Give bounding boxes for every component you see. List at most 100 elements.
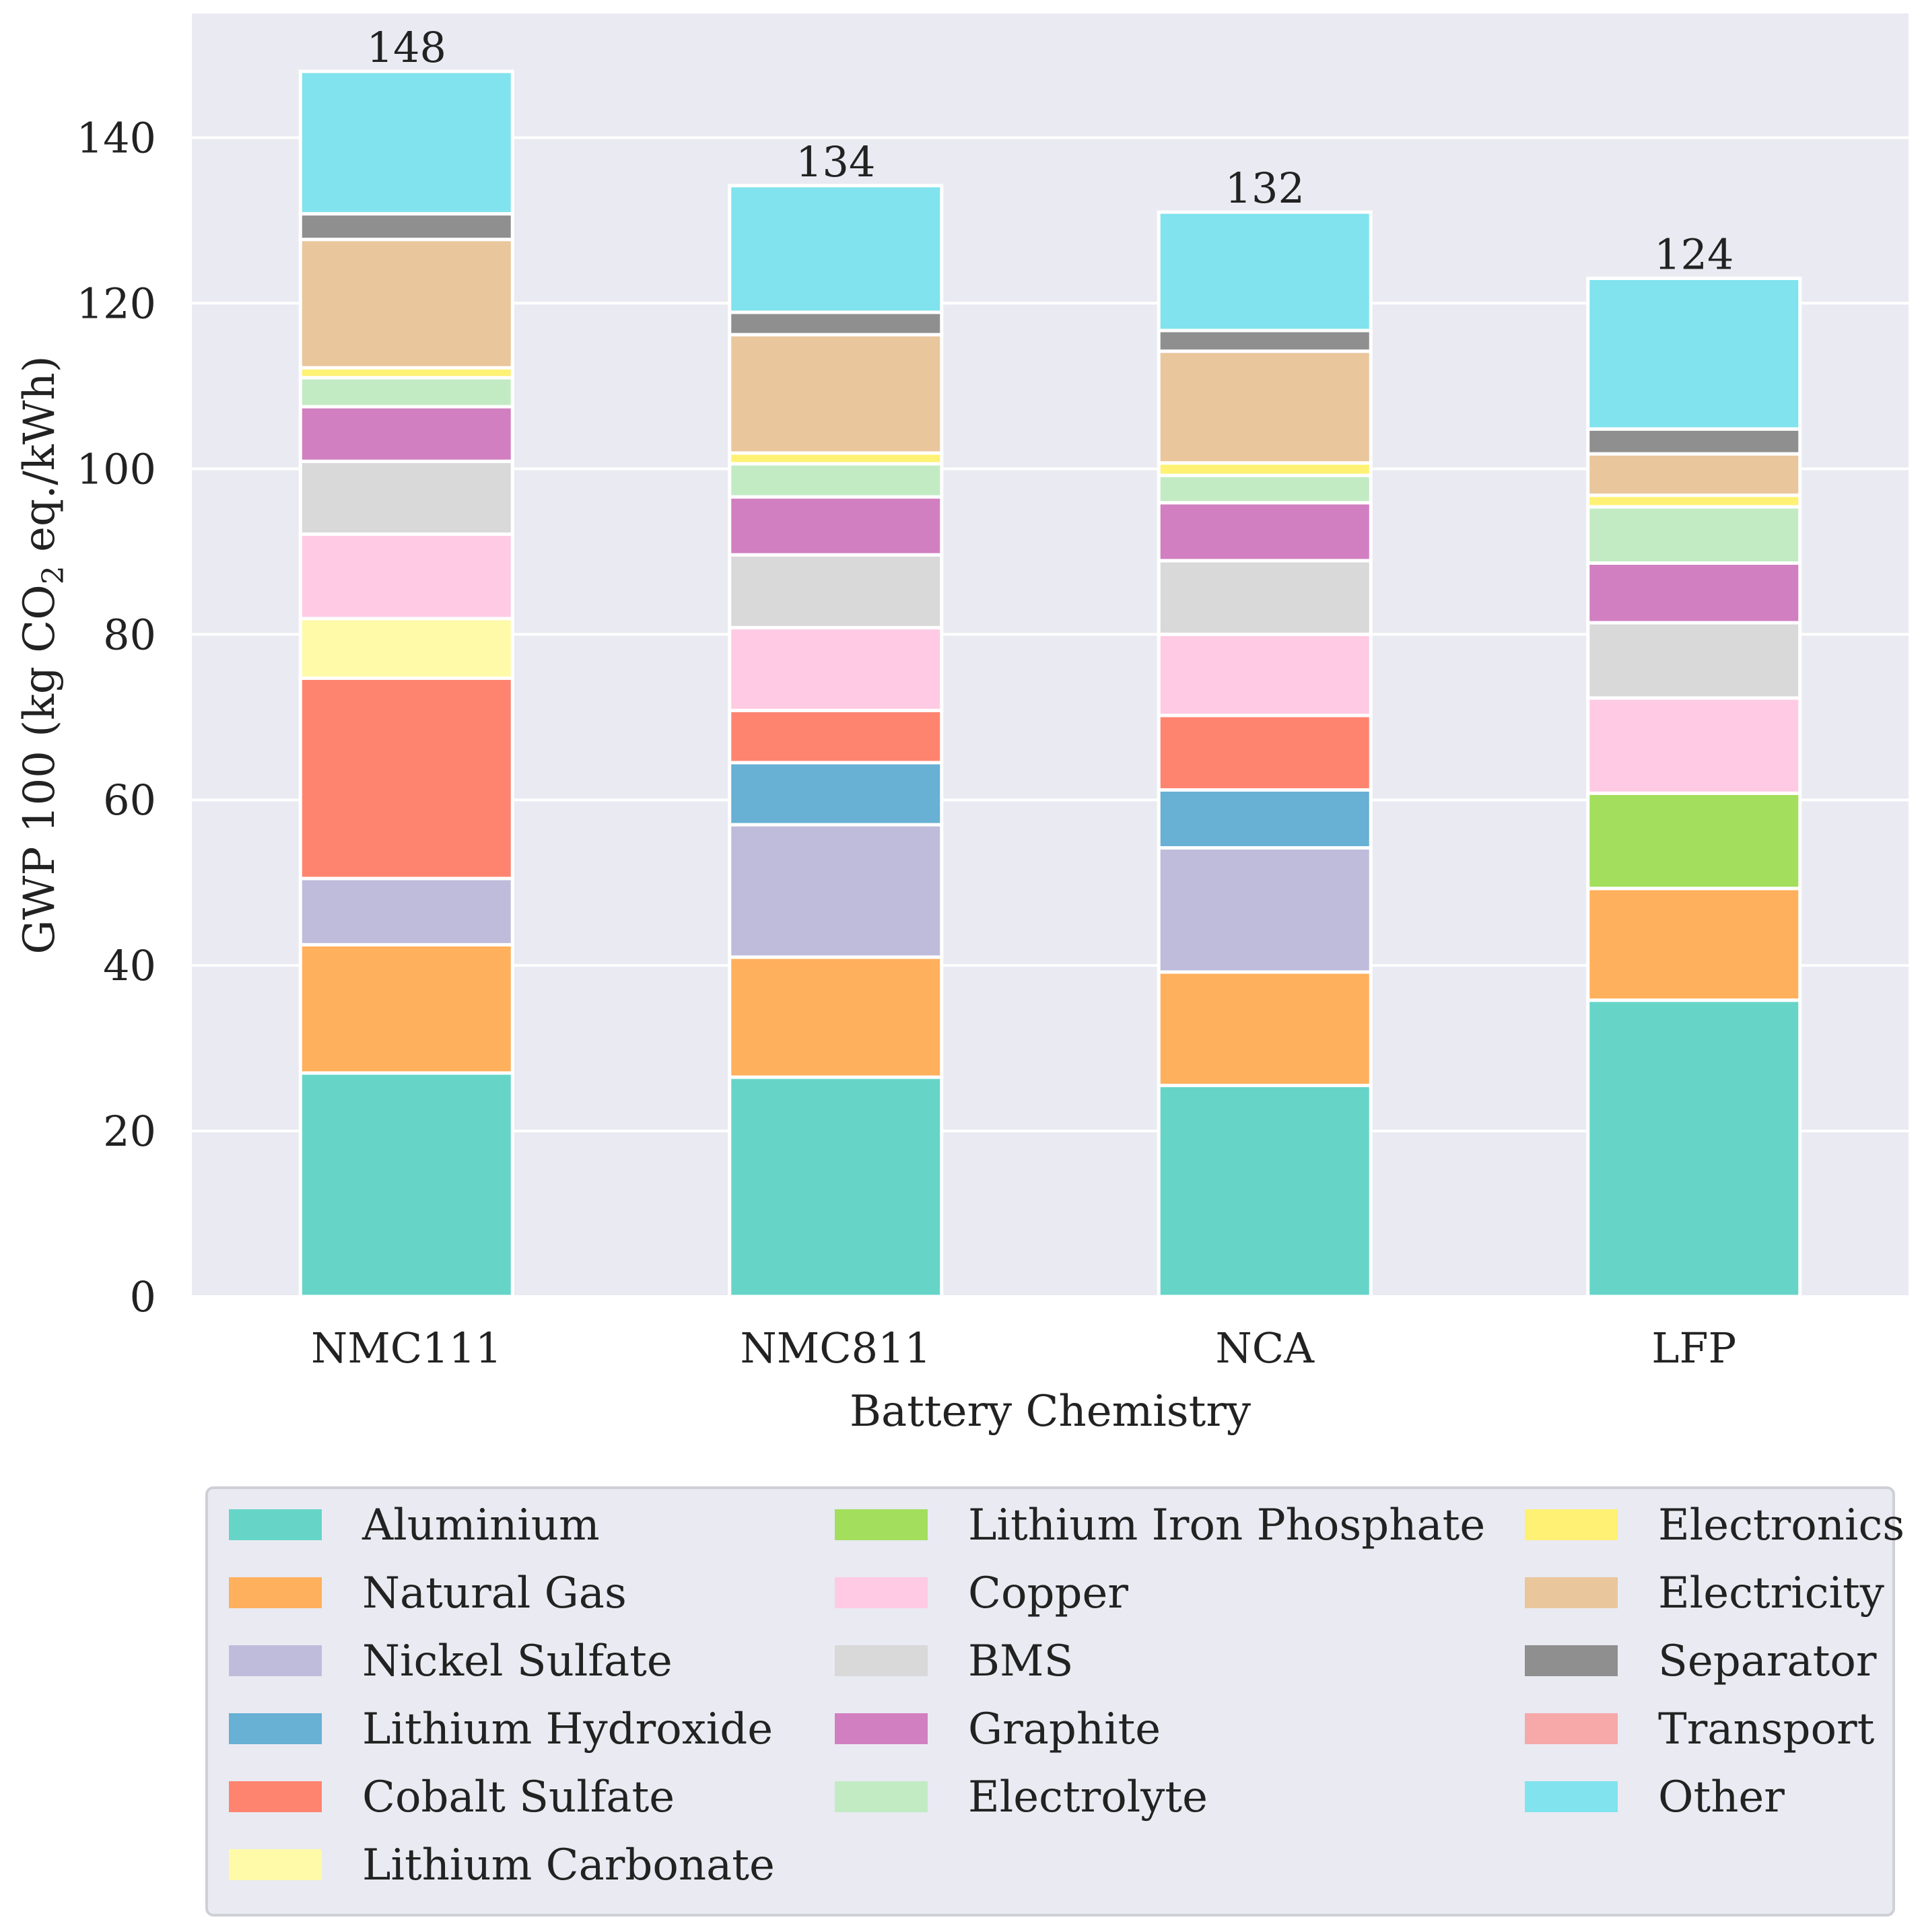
bar-total-label: 132 <box>1225 164 1305 213</box>
bar-total-labels: 148 134 132 124 <box>367 23 1734 279</box>
bar-segment-electrolyte <box>728 462 944 499</box>
bar-segment-lithium-hydroxide <box>1157 788 1373 850</box>
legend-label: Nickel Sulfate <box>362 1636 673 1686</box>
legend-swatch <box>1525 1713 1618 1744</box>
bar-segment-copper <box>728 625 944 712</box>
bar-segment-natural-gas <box>728 955 944 1079</box>
legend-swatch <box>835 1781 928 1812</box>
bar-segment-bms <box>1157 559 1373 636</box>
legend-label: Lithium Carbonate <box>362 1840 775 1890</box>
legend-swatch <box>229 1781 322 1812</box>
bar-segment-bms <box>1586 621 1802 700</box>
bar-segment-other <box>1586 276 1802 431</box>
bar-segment-natural-gas <box>1586 887 1802 1002</box>
legend-swatch <box>1525 1509 1618 1540</box>
legend-label: Separator <box>1658 1636 1877 1686</box>
legend-swatch <box>835 1713 928 1744</box>
legend-swatch <box>1525 1781 1618 1812</box>
y-tick-label: 80 <box>103 610 156 659</box>
legend-label: Cobalt Sulfate <box>362 1772 675 1822</box>
legend-label: Aluminium <box>362 1500 600 1550</box>
legend-swatch <box>229 1577 322 1608</box>
legend-swatch <box>229 1849 322 1880</box>
bar-total-label: 148 <box>367 23 446 72</box>
legend-label: Electronics <box>1658 1500 1904 1550</box>
bar-segment-separator <box>728 310 944 337</box>
bar-segment-other <box>298 69 514 216</box>
y-tick-label: 0 <box>130 1272 156 1321</box>
legend-label: Natural Gas <box>362 1568 627 1618</box>
y-tick-label: 120 <box>77 279 156 328</box>
bar-segment-bms <box>298 459 514 536</box>
bar-segment-cobalt-sulfate <box>1157 714 1373 792</box>
y-tick-label: 100 <box>77 444 156 493</box>
bar-segment-other <box>1157 210 1373 333</box>
bar-segment-aluminium <box>298 1071 514 1299</box>
legend-label: Lithium Iron Phosphate <box>968 1500 1485 1550</box>
bar-segment-electronics <box>1157 461 1373 477</box>
y-tick-label: 20 <box>103 1107 156 1156</box>
bar-segment-aluminium <box>1586 998 1802 1299</box>
bar-segment-natural-gas <box>1157 970 1373 1087</box>
y-axis-title: GWP 100 (kg CO2 eq./kWh) <box>15 355 71 954</box>
legend-label: Electricity <box>1658 1568 1884 1618</box>
legend-swatch <box>229 1645 322 1676</box>
bar-segment-lithium-hydroxide <box>728 761 944 827</box>
bar-segment-aluminium <box>728 1075 944 1299</box>
bar-segment-electricity <box>1157 349 1373 465</box>
y-tick-label: 140 <box>77 113 156 162</box>
legend-swatch <box>1525 1645 1618 1676</box>
bar-segment-aluminium <box>1157 1083 1373 1299</box>
legend-swatch <box>1525 1577 1618 1608</box>
bar-segment-electricity <box>298 238 514 370</box>
legend-label: BMS <box>968 1636 1073 1686</box>
legend-label: Other <box>1658 1772 1785 1822</box>
bar-total-label: 134 <box>796 137 875 186</box>
bar-segment-cobalt-sulfate <box>298 676 514 881</box>
bar-segment-graphite <box>298 405 514 463</box>
y-tick-label: 40 <box>103 941 156 990</box>
bar-segment-copper <box>1157 632 1373 718</box>
bar-segment-electricity <box>728 333 944 455</box>
bar-segment-nickel-sulfate <box>298 876 514 946</box>
bar-segment-copper <box>1586 696 1802 795</box>
legend-items: Aluminium Natural Gas Nickel Sulfate Lithiu… <box>229 1500 1904 1890</box>
legend-label: Lithium Hydroxide <box>362 1704 773 1754</box>
bar-segment-graphite <box>728 495 944 557</box>
legend-label: Electrolyte <box>968 1772 1208 1822</box>
bar-segment-nickel-sulfate <box>1157 846 1373 974</box>
bar-segment-bms <box>728 553 944 629</box>
bar-segment-copper <box>298 532 514 621</box>
stacked-bars <box>298 69 1802 1299</box>
legend-swatch <box>835 1577 928 1608</box>
legend-label: Transport <box>1658 1704 1875 1754</box>
legend-frame <box>205 1486 1895 1917</box>
x-tick-label: NCA <box>1216 1323 1315 1373</box>
bar-segment-cobalt-sulfate <box>728 708 944 765</box>
bar-segment-electrolyte <box>1157 473 1373 505</box>
x-axis-ticks: NMC111 NMC811 NCA LFP <box>311 1323 1736 1373</box>
bar-segment-graphite <box>1586 561 1802 625</box>
legend: Aluminium Natural Gas Nickel Sulfate Lithiu… <box>205 1486 1904 1917</box>
x-axis-title: Battery Chemistry <box>850 1387 1251 1437</box>
legend-swatch <box>229 1713 322 1744</box>
legend-label: Graphite <box>968 1704 1161 1754</box>
bar-segment-electrolyte <box>298 376 514 409</box>
bar-segment-separator <box>1586 427 1802 456</box>
bar-segment-lithium-iron-phosphate <box>1586 791 1802 891</box>
bar-segment-electronics <box>1586 493 1802 509</box>
bar-segment-separator <box>1157 329 1373 353</box>
legend-swatch <box>229 1509 322 1540</box>
bar-segment-natural-gas <box>298 942 514 1075</box>
x-tick-label: NMC111 <box>311 1323 502 1373</box>
legend-label: Copper <box>968 1568 1128 1618</box>
bar-segment-electricity <box>1586 452 1802 497</box>
bar-total-label: 124 <box>1654 230 1734 279</box>
bar-segment-electrolyte <box>1586 505 1802 565</box>
legend-swatch <box>835 1645 928 1676</box>
y-axis-ticks: 0 20 40 60 80 100 120 140 <box>77 113 156 1321</box>
y-tick-label: 60 <box>103 775 156 825</box>
bar-segment-lithium-carbonate <box>298 617 514 680</box>
bar-segment-other <box>728 184 944 314</box>
